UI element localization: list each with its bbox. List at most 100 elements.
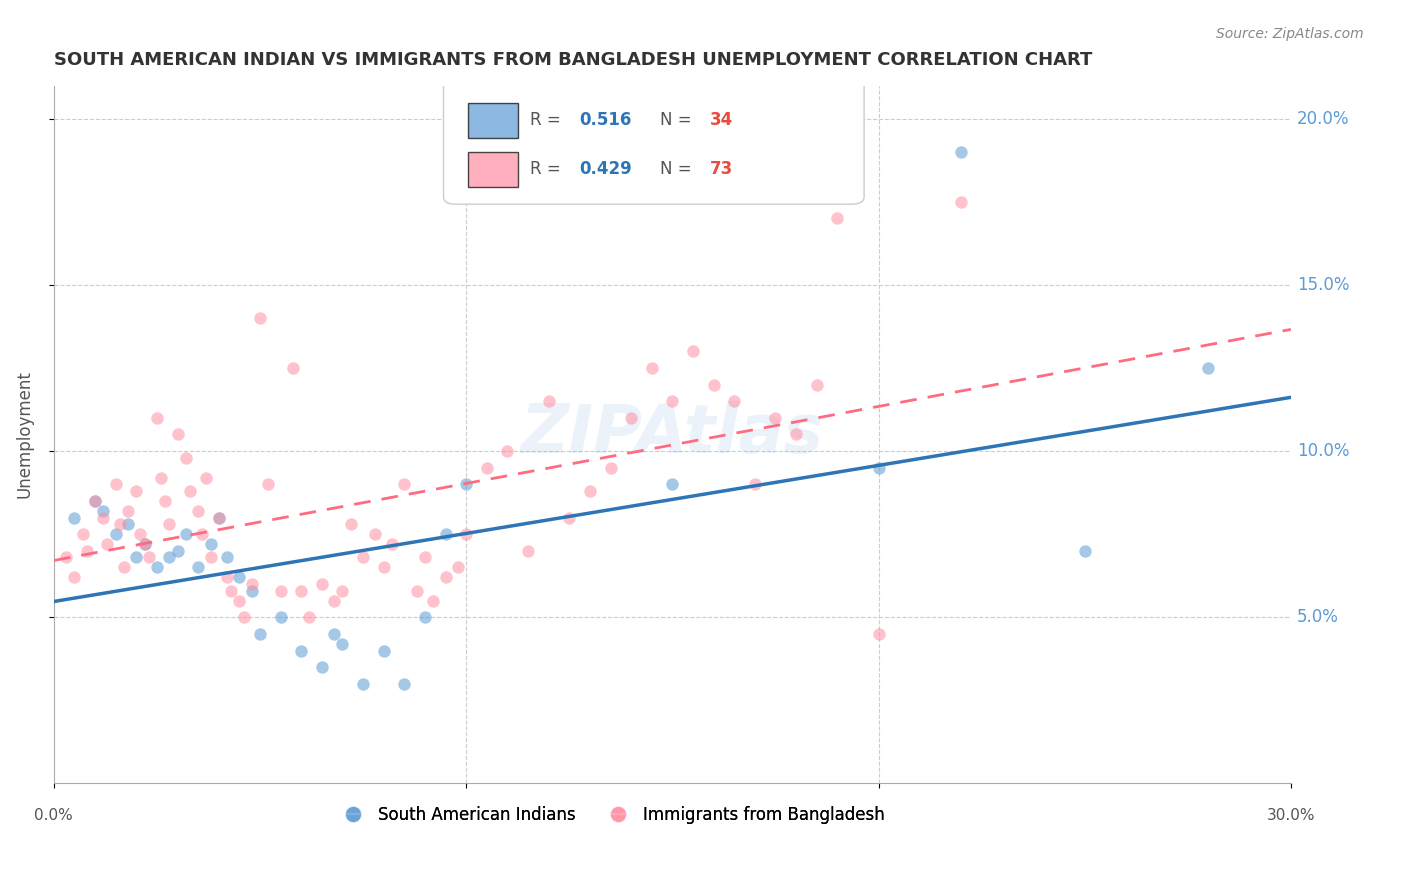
- Point: [187, 504, 209, 518]
- Point: [785, 427, 807, 442]
- Point: [215, 550, 238, 565]
- Point: [134, 537, 156, 551]
- Point: [364, 527, 387, 541]
- Point: [422, 593, 444, 607]
- Point: [599, 460, 621, 475]
- Point: [373, 560, 395, 574]
- Point: [744, 477, 766, 491]
- Point: [447, 560, 470, 574]
- Point: [703, 377, 725, 392]
- Point: [240, 577, 263, 591]
- Text: 30.0%: 30.0%: [1267, 808, 1315, 823]
- Point: [228, 570, 250, 584]
- Text: 0.0%: 0.0%: [35, 808, 73, 823]
- Text: N =: N =: [659, 112, 697, 129]
- Text: R =: R =: [530, 161, 567, 178]
- Point: [311, 660, 333, 674]
- Point: [579, 483, 602, 498]
- Text: Source: ZipAtlas.com: Source: ZipAtlas.com: [1216, 27, 1364, 41]
- Text: 5.0%: 5.0%: [1298, 608, 1339, 626]
- Point: [249, 627, 271, 641]
- Text: N =: N =: [659, 161, 697, 178]
- FancyBboxPatch shape: [468, 152, 517, 186]
- Point: [456, 527, 478, 541]
- Point: [153, 494, 176, 508]
- FancyBboxPatch shape: [443, 64, 865, 204]
- Point: [208, 510, 231, 524]
- Point: [200, 550, 222, 565]
- Point: [323, 627, 346, 641]
- Point: [827, 211, 849, 226]
- FancyBboxPatch shape: [468, 103, 517, 138]
- Text: 34: 34: [710, 112, 733, 129]
- Point: [157, 517, 180, 532]
- Point: [96, 537, 118, 551]
- Point: [166, 544, 188, 558]
- Point: [270, 583, 292, 598]
- Point: [682, 344, 704, 359]
- Point: [352, 677, 374, 691]
- Point: [434, 527, 457, 541]
- Point: [298, 610, 321, 624]
- Point: [806, 377, 828, 392]
- Point: [195, 471, 218, 485]
- Point: [191, 527, 214, 541]
- Point: [200, 537, 222, 551]
- Point: [311, 577, 333, 591]
- Point: [228, 593, 250, 607]
- Point: [104, 527, 127, 541]
- Point: [332, 583, 354, 598]
- Point: [1197, 361, 1219, 376]
- Point: [84, 494, 107, 508]
- Point: [125, 550, 148, 565]
- Point: [323, 593, 346, 607]
- Point: [537, 394, 560, 409]
- Point: [373, 643, 395, 657]
- Point: [290, 643, 312, 657]
- Point: [661, 477, 683, 491]
- Point: [868, 460, 890, 475]
- Point: [949, 194, 972, 209]
- Point: [723, 394, 745, 409]
- Point: [249, 311, 271, 326]
- Point: [63, 570, 86, 584]
- Point: [558, 510, 581, 524]
- Point: [179, 483, 201, 498]
- Text: ZIPAtlas: ZIPAtlas: [520, 401, 824, 467]
- Text: SOUTH AMERICAN INDIAN VS IMMIGRANTS FROM BANGLADESH UNEMPLOYMENT CORRELATION CHA: SOUTH AMERICAN INDIAN VS IMMIGRANTS FROM…: [53, 51, 1092, 69]
- Point: [112, 560, 135, 574]
- Point: [232, 610, 254, 624]
- Point: [91, 510, 114, 524]
- Point: [219, 583, 242, 598]
- Legend: South American Indians, Immigrants from Bangladesh: South American Indians, Immigrants from …: [330, 799, 891, 831]
- Point: [76, 544, 98, 558]
- Point: [72, 527, 94, 541]
- Text: 20.0%: 20.0%: [1298, 110, 1350, 128]
- Point: [620, 410, 643, 425]
- Point: [157, 550, 180, 565]
- Point: [475, 460, 498, 475]
- Point: [174, 527, 197, 541]
- Point: [146, 560, 169, 574]
- Point: [281, 361, 304, 376]
- Point: [394, 477, 416, 491]
- Point: [63, 510, 86, 524]
- Point: [352, 550, 374, 565]
- Y-axis label: Unemployment: Unemployment: [15, 370, 32, 499]
- Point: [765, 410, 787, 425]
- Point: [55, 550, 77, 565]
- Point: [413, 610, 436, 624]
- Text: R =: R =: [530, 112, 567, 129]
- Point: [661, 394, 683, 409]
- Point: [146, 410, 169, 425]
- Point: [257, 477, 280, 491]
- Point: [517, 544, 540, 558]
- Point: [150, 471, 173, 485]
- Point: [332, 637, 354, 651]
- Point: [174, 450, 197, 465]
- Point: [290, 583, 312, 598]
- Point: [138, 550, 160, 565]
- Text: 0.429: 0.429: [579, 161, 633, 178]
- Point: [394, 677, 416, 691]
- Point: [456, 477, 478, 491]
